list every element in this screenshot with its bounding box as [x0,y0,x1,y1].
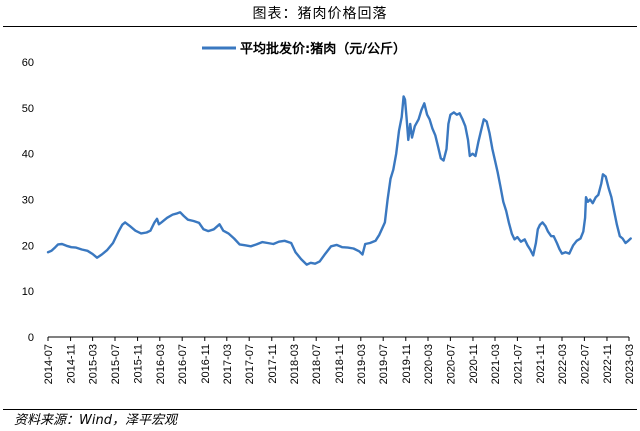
x-axis: 2014-07 2014-11 2015-03 2015-07 2015-11 2016-… [43,337,636,384]
x-tick-label: 2022-07 [579,344,591,384]
x-tick-label: 2018-03 [289,344,301,384]
x-tick-label: 2020-11 [468,344,480,384]
x-tick-label: 2020-07 [445,344,457,384]
x-tick-label: 2016-03 [155,344,167,384]
x-tick-label: 2017-07 [244,344,256,384]
x-tick-label: 2016-11 [200,344,212,384]
x-tick-label: 2017-03 [222,344,234,384]
x-tick-label: 2023-03 [624,344,636,384]
y-tick-label: 0 [28,332,34,344]
x-tick-label: 2015-07 [110,344,122,384]
x-tick-label: 2018-11 [334,344,346,384]
y-tick-label: 10 [22,286,34,298]
x-tick-label: 2016-07 [177,344,189,384]
y-tick-label: 30 [22,195,34,207]
y-axis: 0 10 20 30 40 50 60 [22,57,34,344]
x-tick-label: 2022-11 [602,344,614,384]
legend: 平均批发价:猪肉（元/公斤） [202,41,406,57]
x-tick-label: 2019-07 [378,344,390,384]
y-tick-label: 40 [22,149,34,161]
x-tick-label: 2015-03 [88,344,100,384]
x-tick-label: 2014-11 [66,344,78,384]
x-tick-label: 2021-07 [512,344,524,384]
x-tick-label: 2014-07 [43,344,55,384]
legend-label: 平均批发价:猪肉（元/公斤） [240,41,406,57]
bottom-rule [3,409,637,410]
y-tick-label: 60 [22,57,34,69]
x-tick-label: 2018-07 [311,344,323,384]
x-tick-label: 2015-11 [133,344,145,384]
x-tick-label: 2019-11 [401,344,413,384]
series-line-pork-price [46,95,632,266]
x-tick-label: 2022-03 [557,344,569,384]
top-rule [3,26,637,27]
x-tick-label: 2017-11 [267,344,279,384]
x-tick-label: 2021-11 [535,344,547,384]
figure-title: 图表：猪肉价格回落 [252,6,388,22]
x-tick-label: 2020-03 [423,344,435,384]
x-tick-label: 2021-03 [490,344,502,384]
y-tick-label: 20 [22,240,34,252]
source-note: 资料来源：Wind，泽平宏观 [14,413,177,428]
x-tick-label: 2019-03 [356,344,368,384]
y-tick-label: 50 [22,103,34,115]
